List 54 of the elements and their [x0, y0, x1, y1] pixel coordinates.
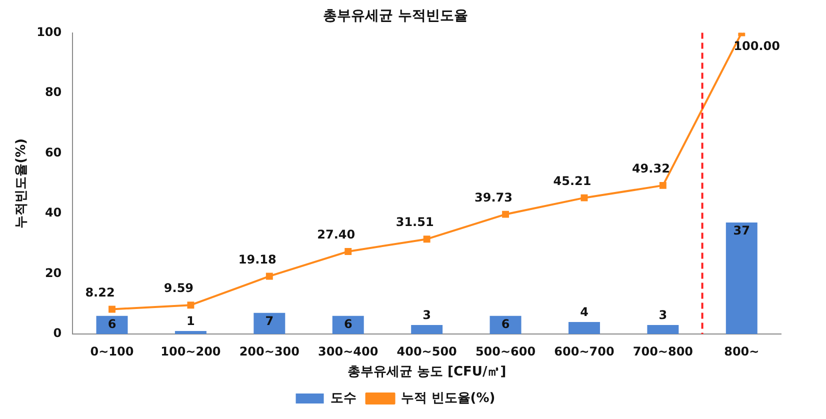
data-label: 4: [580, 305, 588, 320]
y-tick-label: 100: [36, 24, 62, 39]
y-axis-title: 누적빈도율(%): [14, 138, 30, 228]
data-label: 49.32: [632, 162, 670, 176]
data-label: 1: [186, 314, 195, 328]
data-label: 7: [265, 314, 274, 328]
x-tick-label: 100~200: [160, 344, 221, 358]
x-tick-label: 800~: [724, 344, 760, 358]
y-tick-label: 80: [44, 85, 62, 100]
data-label: 45.21: [553, 174, 592, 188]
data-label: 9.59: [164, 281, 194, 296]
data-label: 37: [733, 224, 750, 238]
bar: [174, 330, 206, 334]
data-label: 100.00: [734, 38, 780, 53]
data-label: 6: [344, 317, 352, 332]
point: [266, 272, 273, 280]
bar: [726, 222, 758, 334]
data-label: 6: [108, 317, 116, 332]
data-label: 8.22: [85, 285, 115, 300]
point: [502, 210, 510, 218]
y-tick-label: 60: [44, 145, 62, 160]
point: [659, 182, 666, 189]
data-label: 31.51: [396, 215, 434, 230]
x-tick-label: 200~300: [239, 344, 300, 358]
point: [423, 236, 430, 243]
legend-label: 도수: [330, 390, 356, 406]
point: [108, 306, 116, 313]
bar: [568, 322, 600, 334]
bar: [647, 324, 679, 334]
x-tick-label: 300~400: [318, 344, 378, 358]
legend-label: 누적 빈도율(%): [400, 390, 496, 406]
x-tick-label: 400~500: [396, 344, 457, 358]
bar: [490, 316, 522, 334]
point: [344, 248, 352, 255]
bar: [411, 324, 443, 334]
point: [187, 302, 194, 309]
x-tick-label: 0~100: [90, 344, 134, 358]
x-tick-label: 600~700: [554, 344, 614, 358]
bar: [254, 312, 286, 334]
data-label: 19.18: [238, 252, 276, 266]
y-tick-label: 40: [44, 206, 62, 220]
data-label: 3: [658, 308, 668, 322]
y-tick-label: 20: [44, 266, 62, 280]
data-label: 6: [501, 317, 510, 332]
chart-title: 총부유세균 누적빈도율: [323, 8, 468, 24]
x-axis-title: 총부유세균 농도 [CFU/㎥]: [347, 364, 506, 380]
bar: [332, 316, 364, 334]
x-tick-label: 500~600: [475, 344, 536, 358]
y-tick-label: 0: [53, 326, 62, 340]
data-label: 27.40: [317, 228, 356, 242]
data-label: 3: [422, 308, 432, 322]
x-tick-label: 700~800: [632, 344, 694, 358]
point: [580, 194, 588, 202]
data-label: 39.73: [474, 190, 513, 204]
